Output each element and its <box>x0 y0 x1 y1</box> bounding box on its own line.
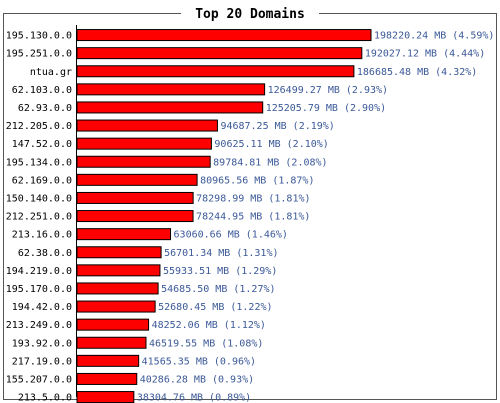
bar <box>76 119 218 132</box>
value-label: 94687.25 MB (2.19%) <box>220 121 334 132</box>
value-label: 55933.51 MB (1.29%) <box>163 266 277 277</box>
value-label: 48252.06 MB (1.12%) <box>152 320 266 331</box>
category-label: 62.169.0.0 <box>12 175 72 186</box>
value-label: 126499.27 MB (2.93%) <box>268 85 388 96</box>
bar <box>76 391 135 403</box>
value-label: 41565.35 MB (0.96%) <box>142 356 256 367</box>
value-label: 78244.95 MB (1.81%) <box>196 212 310 223</box>
chart-title: Top 20 Domains <box>195 7 305 22</box>
category-label: 213.249.0.0 <box>6 320 72 331</box>
category-label: 62.38.0.0 <box>18 248 72 259</box>
bar <box>76 191 194 204</box>
value-label: 54685.50 MB (1.27%) <box>161 284 275 295</box>
bar <box>76 264 161 277</box>
category-label: 195.130.0.0 <box>6 31 72 42</box>
bar <box>76 372 138 385</box>
value-label: 40286.28 MB (0.93%) <box>140 374 254 385</box>
value-label: 186685.48 MB (4.32%) <box>357 67 477 78</box>
bar <box>76 336 147 349</box>
category-label: 147.52.0.0 <box>12 139 72 150</box>
value-label: 63060.66 MB (1.46%) <box>174 230 288 241</box>
category-label: 194.219.0.0 <box>6 266 72 277</box>
value-label: 198220.24 MB (4.59%) <box>374 31 494 42</box>
category-label: 155.207.0.0 <box>6 374 72 385</box>
category-label: 195.251.0.0 <box>6 49 72 60</box>
bar <box>76 155 211 168</box>
bar <box>76 83 266 96</box>
value-label: 90625.11 MB (2.10%) <box>214 139 328 150</box>
bar <box>76 65 355 78</box>
bar <box>76 246 162 259</box>
category-label: 62.103.0.0 <box>12 85 72 96</box>
category-label: 150.140.0.0 <box>6 193 72 204</box>
category-label: 195.170.0.0 <box>6 284 72 295</box>
value-label: 192027.12 MB (4.44%) <box>365 49 485 60</box>
bar <box>76 354 140 367</box>
category-label: 62.93.0.0 <box>18 103 72 114</box>
category-label: 213.16.0.0 <box>12 230 72 241</box>
title-background <box>181 5 319 22</box>
category-label: 212.251.0.0 <box>6 212 72 223</box>
value-label: 89784.81 MB (2.08%) <box>213 157 327 168</box>
category-label: 217.19.0.0 <box>12 356 72 367</box>
value-label: 38304.76 MB (0.89%) <box>137 393 251 403</box>
category-label: 213.5.0.0 <box>18 393 72 403</box>
bar <box>76 137 212 150</box>
value-label: 56701.34 MB (1.31%) <box>164 248 278 259</box>
bar <box>76 318 150 331</box>
bar <box>76 29 372 42</box>
bar <box>76 101 264 114</box>
bar <box>76 210 194 223</box>
category-label: 194.42.0.0 <box>12 302 72 313</box>
value-label: 125205.79 MB (2.90%) <box>266 103 386 114</box>
category-label: 212.205.0.0 <box>6 121 72 132</box>
value-label: 52680.45 MB (1.22%) <box>158 302 272 313</box>
bar <box>76 300 156 313</box>
bar <box>76 47 363 60</box>
value-label: 78298.99 MB (1.81%) <box>196 193 310 204</box>
bar <box>76 228 172 241</box>
category-label: 193.92.0.0 <box>12 338 72 349</box>
bar <box>76 282 159 295</box>
value-label: 80965.56 MB (1.87%) <box>200 175 314 186</box>
value-label: 46519.55 MB (1.08%) <box>149 338 263 349</box>
category-label: 195.134.0.0 <box>6 157 72 168</box>
category-label: ntua.gr <box>30 67 72 78</box>
bar <box>76 173 198 186</box>
